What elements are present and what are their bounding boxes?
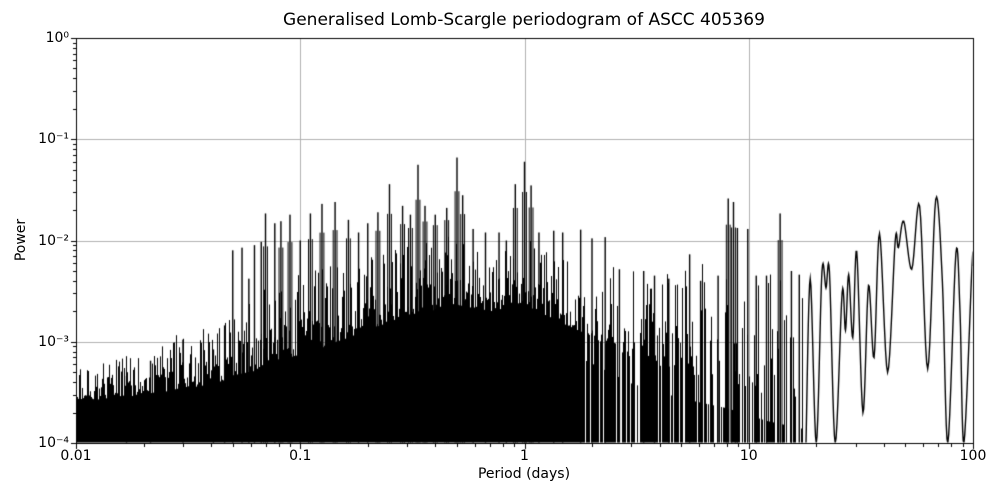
- y-tick-label: 10⁰: [45, 30, 69, 46]
- chart-title: Generalised Lomb-Scargle periodogram of …: [283, 10, 765, 30]
- x-tick-label: 10: [739, 448, 758, 464]
- x-tick-label: 0.1: [289, 448, 312, 464]
- x-tick-label: 1: [520, 448, 529, 464]
- y-tick-label: 10⁻³: [38, 333, 69, 350]
- x-tick-label: 0.01: [60, 448, 92, 464]
- y-tick-label: 10⁻¹: [38, 131, 69, 148]
- y-tick-label: 10⁻⁴: [38, 435, 69, 451]
- x-axis-label: Period (days): [477, 466, 571, 482]
- x-tick-label: 100: [959, 448, 987, 464]
- y-axis-label: Power: [13, 218, 29, 262]
- y-tick-label: 10⁻²: [38, 232, 69, 249]
